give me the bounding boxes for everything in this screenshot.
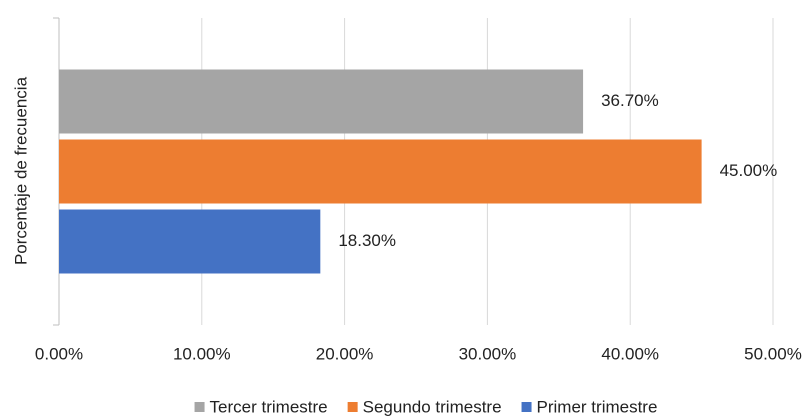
bar: [59, 139, 702, 204]
x-tick-label: 30.00%: [459, 344, 517, 363]
legend-label: Primer trimestre: [537, 397, 658, 416]
x-tick-label: 10.00%: [173, 344, 231, 363]
legend-label: Tercer trimestre: [210, 397, 328, 416]
value-label: 18.30%: [338, 231, 396, 250]
legend-swatch: [521, 402, 532, 412]
legend-swatch: [347, 402, 358, 412]
bar: [59, 209, 321, 274]
legend-label: Segundo trimestre: [363, 397, 502, 416]
legend-swatch: [194, 402, 205, 412]
x-tick-label: 0.00%: [35, 344, 83, 363]
x-tick-label: 20.00%: [316, 344, 374, 363]
bar: [59, 69, 584, 134]
value-label: 45.00%: [720, 161, 778, 180]
x-tick-label: 40.00%: [601, 344, 659, 363]
x-tick-label: 50.00%: [744, 344, 802, 363]
y-axis-label: Porcentaje de frecuencia: [11, 76, 30, 265]
value-label: 36.70%: [601, 91, 659, 110]
